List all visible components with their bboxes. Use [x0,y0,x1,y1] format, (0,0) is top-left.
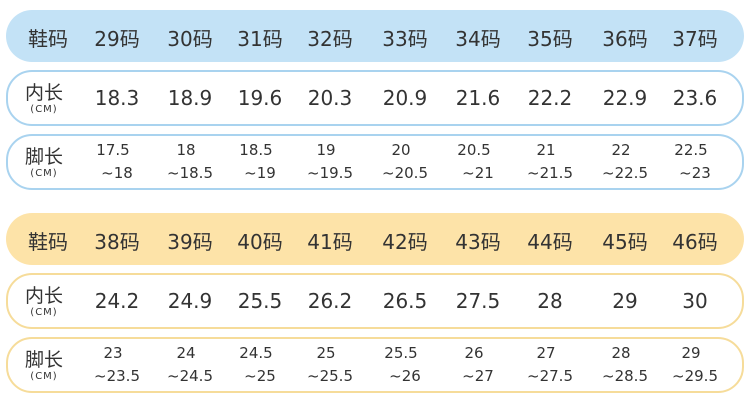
foot-label: 脚长 [24,146,64,168]
foot-from: 25.5 [384,344,418,362]
size: 29码 [94,27,140,51]
size: 41码 [307,230,353,254]
size: 36码 [602,27,648,51]
foot-from: 25 [316,344,336,362]
foot-to: ~27 [462,367,494,385]
inner-length: 29 [612,289,638,313]
inner-length: 22.9 [602,86,648,110]
inner-length: 25.5 [237,289,283,313]
inner-length: 18.3 [94,86,140,110]
foot-row: 脚长 (CM) 17.5 ~18 18 ~18.5 18.5 ~19 19 ~19.5 20 ~20.… [6,134,744,190]
inner-length: 20.9 [382,86,428,110]
foot-from: 29 [681,344,701,362]
inner-length: 28 [537,289,563,313]
foot-from: 24.5 [239,344,273,362]
foot-from: 22.5 [674,141,708,159]
inner-length: 30 [682,289,708,313]
size: 40码 [237,230,283,254]
foot-label: 脚长 [24,349,64,371]
size: 45码 [602,230,648,254]
inner-label: 内长 [24,82,64,104]
size: 32码 [307,27,353,51]
size: 34码 [455,27,501,51]
foot-to: ~27.5 [527,367,573,385]
inner-length: 21.6 [455,86,501,110]
foot-from: 20 [391,141,411,159]
foot-to: ~18.5 [167,164,213,182]
foot-row: 脚长 (CM) 23 ~23.5 24 ~24.5 24.5 ~25 25 ~25.5 25.5 ~2… [6,337,744,393]
size: 30码 [167,27,213,51]
size: 46码 [672,230,718,254]
foot-from: 20.5 [457,141,491,159]
inner-length: 18.9 [167,86,213,110]
foot-to: ~19.5 [307,164,353,182]
foot-from: 18 [176,141,196,159]
size: 31码 [237,27,283,51]
size: 35码 [527,27,573,51]
header-label: 鞋码 [28,27,68,51]
size: 37码 [672,27,718,51]
size: 44码 [527,230,573,254]
foot-from: 21 [536,141,556,159]
foot-from: 27 [536,344,556,362]
inner-length: 23.6 [672,86,718,110]
foot-from: 28 [611,344,631,362]
inner-length: 27.5 [455,289,501,313]
inner-length: 26.5 [382,289,428,313]
inner-length: 19.6 [237,86,283,110]
inner-unit: (CM) [30,307,58,318]
inner-row: 内长 (CM) 24.2 24.9 25.5 26.2 26.5 27.5 28 29 30 [6,273,744,329]
foot-from: 18.5 [239,141,273,159]
size: 33码 [382,27,428,51]
foot-to: ~29.5 [672,367,718,385]
foot-to: ~22.5 [602,164,648,182]
foot-to: ~24.5 [167,367,213,385]
inner-label: 内长 [24,285,64,307]
foot-from: 23 [103,344,123,362]
foot-to: ~28.5 [602,367,648,385]
foot-to: ~25.5 [307,367,353,385]
foot-to: ~26 [389,367,421,385]
size: 39码 [167,230,213,254]
foot-unit: (CM) [30,168,58,179]
foot-to: ~23 [679,164,711,182]
foot-from: 19 [316,141,336,159]
foot-from: 24 [176,344,196,362]
header-row: 鞋码 38码 39码 40码 41码 42码 43码 44码 45码 46码 [6,213,744,265]
size: 43码 [455,230,501,254]
inner-length: 22.2 [527,86,573,110]
foot-to: ~18 [101,164,133,182]
foot-to: ~23.5 [94,367,140,385]
inner-unit: (CM) [30,104,58,115]
foot-to: ~25 [244,367,276,385]
foot-from: 17.5 [96,141,130,159]
foot-to: ~19 [244,164,276,182]
foot-to: ~21.5 [527,164,573,182]
foot-to: ~20.5 [382,164,428,182]
inner-length: 26.2 [307,289,353,313]
foot-to: ~21 [462,164,494,182]
inner-length: 20.3 [307,86,353,110]
foot-unit: (CM) [30,371,58,382]
inner-length: 24.9 [167,289,213,313]
size: 38码 [94,230,140,254]
inner-row: 内长 (CM) 18.3 18.9 19.6 20.3 20.9 21.6 22.2 22.9 23… [6,70,744,126]
foot-from: 26 [464,344,484,362]
header-row: 鞋码 29码 30码 31码 32码 33码 34码 35码 36码 37码 [6,10,744,62]
size: 42码 [382,230,428,254]
inner-length: 24.2 [94,289,140,313]
foot-from: 22 [611,141,631,159]
header-label: 鞋码 [28,230,68,254]
